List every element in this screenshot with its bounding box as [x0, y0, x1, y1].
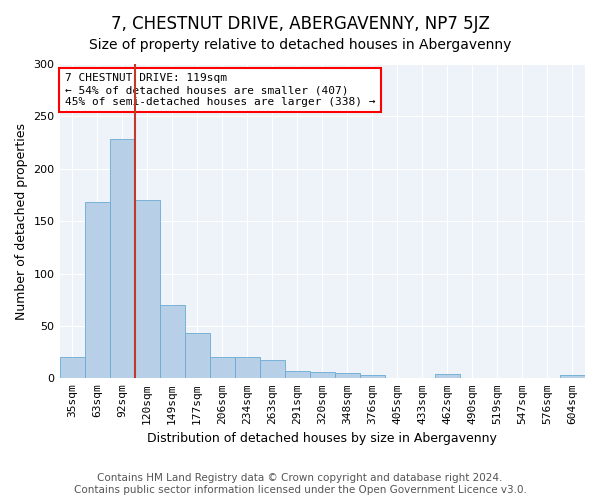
Bar — [209, 358, 235, 378]
Text: 7, CHESTNUT DRIVE, ABERGAVENNY, NP7 5JZ: 7, CHESTNUT DRIVE, ABERGAVENNY, NP7 5JZ — [110, 15, 490, 33]
Bar — [310, 372, 335, 378]
Bar — [85, 202, 110, 378]
Bar — [435, 374, 460, 378]
Bar — [285, 371, 310, 378]
Bar — [260, 360, 285, 378]
Text: 7 CHESTNUT DRIVE: 119sqm
← 54% of detached houses are smaller (407)
45% of semi-: 7 CHESTNUT DRIVE: 119sqm ← 54% of detach… — [65, 74, 375, 106]
Bar — [160, 305, 185, 378]
Y-axis label: Number of detached properties: Number of detached properties — [15, 122, 28, 320]
Bar — [185, 334, 209, 378]
Bar — [560, 375, 585, 378]
Bar — [335, 373, 360, 378]
Bar — [59, 358, 85, 378]
Bar — [110, 140, 134, 378]
Bar — [360, 375, 385, 378]
Bar — [134, 200, 160, 378]
Bar — [235, 358, 260, 378]
Text: Contains HM Land Registry data © Crown copyright and database right 2024.
Contai: Contains HM Land Registry data © Crown c… — [74, 474, 526, 495]
X-axis label: Distribution of detached houses by size in Abergavenny: Distribution of detached houses by size … — [148, 432, 497, 445]
Text: Size of property relative to detached houses in Abergavenny: Size of property relative to detached ho… — [89, 38, 511, 52]
